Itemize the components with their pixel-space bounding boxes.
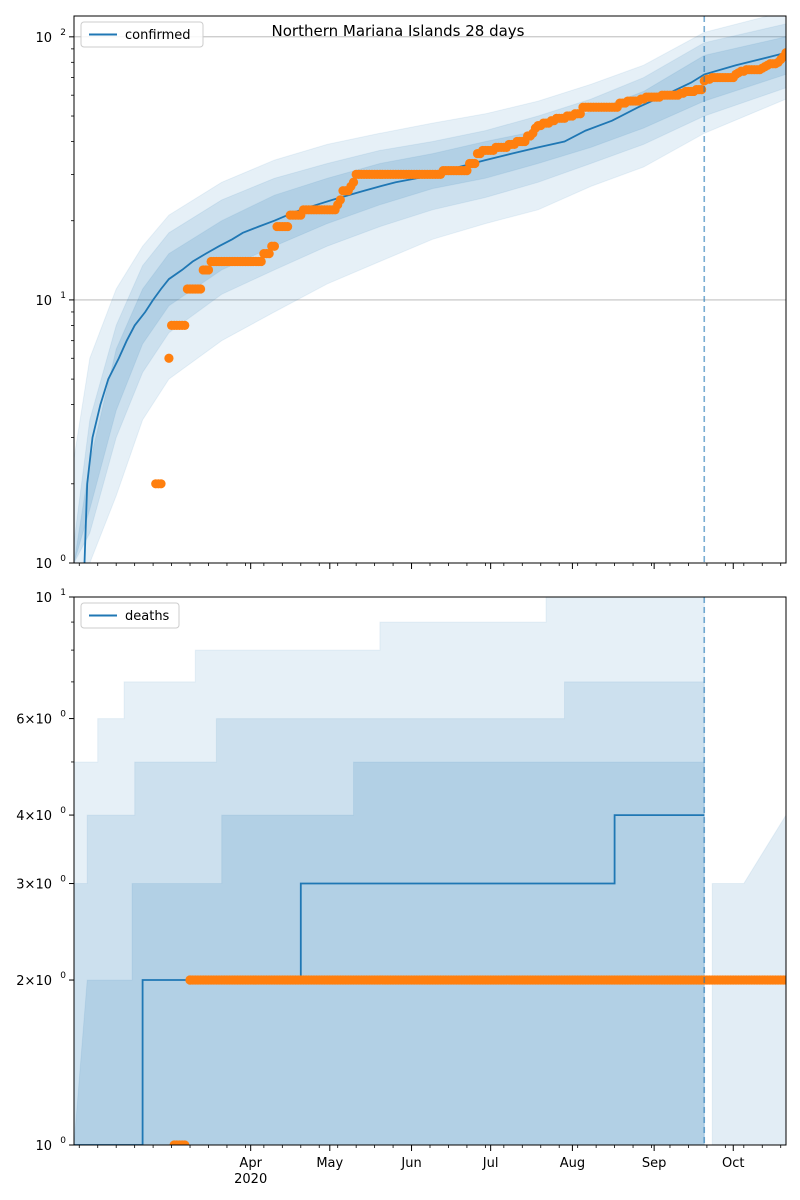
observed-point [180,320,190,331]
observed-point [348,177,359,187]
plot-area [74,16,786,563]
observed-point [180,1140,190,1145]
x-year-label: 2020 [234,1172,267,1187]
y-tick-exponent: 0 [60,554,66,564]
y-tick-exponent: 0 [60,971,66,981]
y-tick-exponent: 0 [60,710,66,720]
observed-point [156,479,166,489]
observed-point [462,166,472,176]
deaths-axes: 10 0 2×10 0 3×10 0 4×10 0 6×10 0 10 1 Apr May Jun Jul Au… [16,588,787,1187]
observed-point [256,256,266,267]
legend-box [80,21,204,48]
x-tick-label: Aug [560,1156,585,1171]
y-tick-label: 10 [35,294,52,309]
y-tick-label: 4×10 [16,809,52,824]
band-outer [74,597,705,1145]
x-tick-label: Sep [642,1156,667,1171]
observed-point [164,353,174,363]
x-tick-label: Apr [239,1156,262,1171]
legend: confirmed [80,21,204,48]
x-tick-label: Jun [400,1156,421,1171]
y-tick-label: 3×10 [16,878,52,893]
observed-point [335,195,345,205]
y-tick-label: 10 [35,31,52,46]
model-line [74,814,705,1145]
plot-area [74,597,786,1145]
y-tick-label: 10 [35,557,52,572]
observed-point [264,248,274,259]
y-tick-label: 10 [35,591,52,606]
observed-point [470,158,480,169]
y-tick-exponent: 1 [60,588,66,598]
y-tick-exponent: 0 [60,875,66,885]
band-outer [74,16,786,563]
legend-box [80,602,180,629]
observed-point [283,221,293,232]
legend: deaths [80,602,180,629]
y-tick-exponent: 0 [60,1136,66,1146]
band-mid [74,681,705,1145]
y-tick-label: 10 [35,1139,52,1154]
observed-point [781,48,786,58]
observed-point [781,975,786,985]
y-tick-exponent: 1 [60,291,66,301]
legend-label: confirmed [125,28,191,43]
figure-title: Northern Mariana Islands 28 days [272,22,525,40]
confirmed-axes: 10 0 10 1 10 2 confirmed [35,15,787,572]
y-tick-exponent: 0 [60,806,66,816]
y-tick-label: 6×10 [16,713,52,728]
band-inner [74,761,705,1145]
y-tick-label: 2×10 [16,974,52,989]
y-tick-exponent: 2 [60,28,66,38]
x-tick-label: Oct [722,1156,744,1171]
x-tick-label: May [316,1156,343,1171]
observed-point [195,284,206,294]
x-tick-label: Jul [482,1156,499,1171]
observed-point [203,265,214,275]
observed-point [269,241,280,251]
legend-label: deaths [125,609,170,624]
